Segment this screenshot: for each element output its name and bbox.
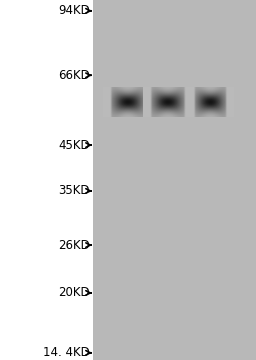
Text: 94KD: 94KD — [58, 4, 90, 17]
Text: 14. 4KD: 14. 4KD — [43, 346, 90, 359]
Text: 45KD: 45KD — [58, 139, 90, 152]
Text: 66KD: 66KD — [58, 69, 90, 82]
Text: 26KD: 26KD — [58, 239, 90, 252]
Text: 20KD: 20KD — [58, 287, 90, 300]
Bar — [93, 0, 256, 360]
Text: 35KD: 35KD — [58, 184, 90, 197]
